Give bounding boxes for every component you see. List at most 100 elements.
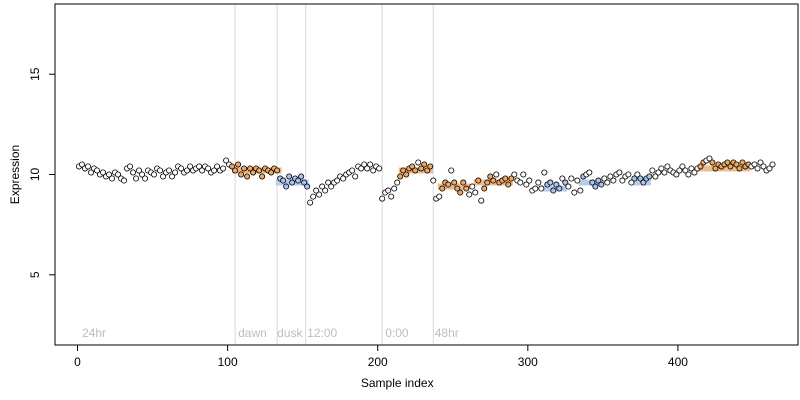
data-point <box>682 167 689 174</box>
data-point <box>490 177 497 184</box>
data-point <box>607 173 614 180</box>
data-point <box>577 187 584 194</box>
data-point <box>352 173 359 180</box>
data-point <box>241 165 248 172</box>
data-point <box>481 185 488 192</box>
data-point <box>328 183 335 190</box>
data-point <box>160 173 167 180</box>
data-point <box>601 175 608 182</box>
data-point <box>664 163 671 170</box>
data-point <box>283 183 290 190</box>
data-point <box>286 173 293 180</box>
data-point <box>691 169 698 176</box>
data-point <box>250 169 257 176</box>
data-point <box>673 171 680 178</box>
data-point <box>628 179 635 186</box>
data-point <box>379 195 386 202</box>
data-point <box>712 165 719 172</box>
y-axis-title: Expression <box>8 145 22 204</box>
data-point <box>280 177 287 184</box>
segment-annotation: 12:00 <box>307 326 337 340</box>
data-point <box>658 165 665 172</box>
data-point <box>475 177 482 184</box>
data-point <box>415 159 422 166</box>
data-point <box>223 157 230 164</box>
data-point <box>562 179 569 186</box>
data-point <box>169 173 176 180</box>
data-point <box>166 167 173 174</box>
data-point <box>655 169 662 176</box>
data-point <box>757 159 764 166</box>
data-point <box>418 165 425 172</box>
data-point <box>724 159 731 166</box>
data-point <box>457 189 464 196</box>
data-point <box>79 161 86 168</box>
data-point <box>295 177 302 184</box>
data-point <box>316 191 323 198</box>
data-point <box>640 179 647 186</box>
data-point <box>532 185 539 192</box>
data-point <box>307 199 314 206</box>
data-point <box>85 163 92 170</box>
data-point <box>361 161 368 168</box>
data-point <box>196 163 203 170</box>
data-point <box>739 159 746 166</box>
x-axis: 0 100 200 300 400 <box>74 344 688 369</box>
data-point <box>439 185 446 192</box>
data-point <box>370 167 377 174</box>
data-point <box>319 183 326 190</box>
data-point <box>469 183 476 190</box>
data-point <box>220 165 227 172</box>
data-point <box>142 175 149 182</box>
data-point <box>247 165 254 172</box>
data-point <box>106 171 113 178</box>
x-tick-label: 200 <box>368 355 388 369</box>
data-point <box>127 163 134 170</box>
data-point <box>412 167 419 174</box>
segment-annotation: dusk <box>277 326 303 340</box>
data-point <box>229 163 236 170</box>
data-point <box>454 185 461 192</box>
data-point <box>502 175 509 182</box>
data-point <box>676 167 683 174</box>
data-point <box>592 183 599 190</box>
data-point <box>130 169 137 176</box>
data-point <box>736 165 743 172</box>
data-point <box>187 163 194 170</box>
data-point <box>625 171 632 178</box>
data-point <box>322 187 329 194</box>
data-point <box>586 169 593 176</box>
data-point <box>463 185 470 192</box>
data-point <box>733 161 740 168</box>
data-point <box>487 173 494 180</box>
data-point <box>472 189 479 196</box>
data-point <box>424 167 431 174</box>
data-point <box>445 181 452 188</box>
data-point <box>538 185 545 192</box>
data-point <box>298 173 305 180</box>
data-point <box>184 167 191 174</box>
data-point <box>268 169 275 176</box>
segment-band <box>437 183 471 190</box>
data-point <box>493 171 500 178</box>
data-point <box>421 161 428 168</box>
data-point <box>367 161 374 168</box>
data-point <box>430 177 437 184</box>
data-point <box>172 169 179 176</box>
segment-band <box>698 165 750 172</box>
data-point <box>550 187 557 194</box>
data-point <box>637 175 644 182</box>
data-point <box>556 185 563 192</box>
data-point <box>400 167 407 174</box>
data-point <box>610 177 617 184</box>
data-point <box>685 171 692 178</box>
data-point <box>652 173 659 180</box>
y-tick-label: 5 <box>28 271 42 278</box>
data-point <box>511 171 518 178</box>
data-point <box>484 179 491 186</box>
x-tick-label: 100 <box>218 355 238 369</box>
data-point <box>301 179 308 186</box>
data-point <box>523 181 530 188</box>
data-point <box>508 175 515 182</box>
data-point <box>448 167 455 174</box>
